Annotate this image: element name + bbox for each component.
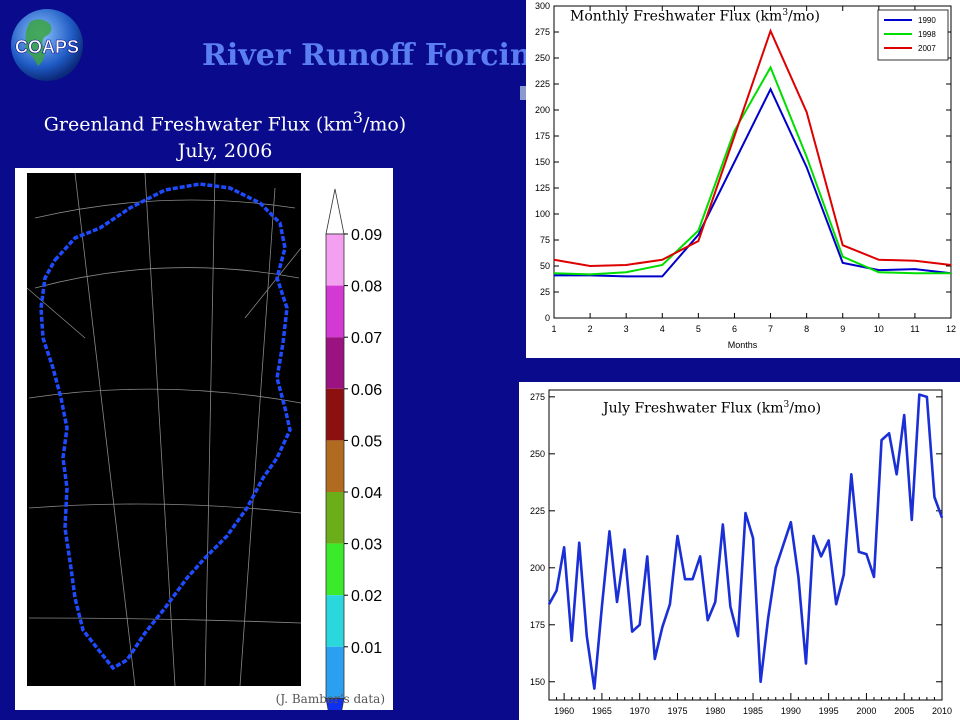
- x-tick-label: 2010: [932, 706, 952, 716]
- july-title-superscript: 3: [783, 400, 790, 410]
- legend-label-1998: 1998: [918, 30, 936, 39]
- y-tick-label: 125: [535, 183, 550, 193]
- map-title-line2: July, 2006: [177, 140, 273, 163]
- x-tick-label: 2005: [894, 706, 914, 716]
- colorbar-segment: [326, 646, 344, 699]
- colorbar-segment: [326, 543, 344, 596]
- colorbar-tick-label: 0.03: [351, 537, 382, 554]
- y-tick-label: 250: [535, 53, 550, 63]
- y-tick-label: 175: [535, 131, 550, 141]
- colorbar-tick-label: 0.01: [351, 640, 382, 657]
- colorbar-segment: [326, 285, 344, 338]
- legend-label-1990: 1990: [918, 16, 936, 25]
- x-tick-label: 1965: [592, 706, 612, 716]
- x-tick-label: 4: [660, 324, 665, 334]
- y-tick-label: 225: [535, 79, 550, 89]
- y-tick-label: 100: [535, 209, 550, 219]
- greenland-map: 0.09 0.08 0.07 0.06 0.05 0.04 0.03 0.02 0.01: [26, 172, 382, 720]
- slide-title: River Runoff Forcin: [202, 38, 532, 73]
- colorbar-over-arrow: [325, 188, 345, 235]
- colorbar-segment: [326, 440, 344, 492]
- x-tick-label: 1: [551, 324, 556, 334]
- title-underline: [520, 86, 528, 100]
- july-chart-title: July Freshwater Flux (km3/mo): [603, 400, 821, 417]
- x-tick-label: 11: [910, 324, 919, 334]
- colorbar-segment: [326, 492, 344, 544]
- x-tick-label: 1970: [630, 706, 650, 716]
- y-tick-label: 50: [540, 261, 550, 271]
- x-tick-label: 2000: [856, 706, 876, 716]
- series-line-2007: [553, 28, 952, 268]
- y-tick-label: 200: [530, 563, 545, 573]
- x-axis-label: Months: [728, 340, 758, 350]
- colorbar-tick-label: 0.04: [351, 485, 382, 502]
- y-tick-label: 150: [535, 157, 550, 167]
- x-tick-label: 10: [874, 324, 884, 334]
- greenland-map-panel: 0.09 0.08 0.07 0.06 0.05 0.04 0.03 0.02 0.01 (J.…: [15, 168, 393, 720]
- y-tick-label: 275: [530, 392, 545, 402]
- series-line-1990: [554, 86, 952, 278]
- map-title: Greenland Freshwater Flux (km3/mo) July,…: [10, 104, 440, 165]
- logo-text: COAPS: [15, 37, 79, 57]
- monthly-title-text: Monthly Freshwater Flux (km: [570, 8, 783, 25]
- y-tick-label: 275: [535, 27, 550, 37]
- y-tick-label: 75: [540, 235, 550, 245]
- continent-shape: [25, 19, 52, 66]
- x-tick-label: 9: [840, 324, 845, 334]
- map-background: [27, 173, 301, 686]
- july-chart: 150 175 200 225 250 275 1960 1965 1970 1975 1980 19…: [530, 389, 952, 716]
- y-tick-label: 175: [530, 620, 545, 630]
- x-tick-label: 7: [768, 324, 773, 334]
- y-tick-label: 225: [530, 506, 545, 516]
- y-tick-label: 250: [530, 449, 545, 459]
- y-tick-label: 0: [545, 313, 550, 323]
- monthly-title-superscript: 3: [782, 8, 789, 18]
- x-tick-label: 5: [696, 324, 701, 334]
- series-line-1998: [553, 65, 951, 276]
- greenland-coastline: [39, 182, 292, 671]
- colorbar-segment: [326, 337, 344, 389]
- colorbar-segment: [326, 234, 344, 286]
- x-tick-label: 1990: [781, 706, 801, 716]
- monthly-chart-title: Monthly Freshwater Flux (km3/mo): [570, 8, 820, 25]
- data-credit: (J. Bamber’s data): [275, 692, 385, 706]
- x-tick-label: 2: [588, 324, 593, 334]
- x-tick-label: 8: [804, 324, 809, 334]
- monthly-title-end: /mo): [788, 8, 820, 25]
- x-tick-label: 3: [624, 324, 629, 334]
- colorbar-tick-label: 0.09: [351, 227, 382, 244]
- x-tick-label: 1980: [705, 706, 725, 716]
- monthly-chart-panel: 0 25 50 75 100 125 150 175 200 225 250 275 300 1 2 3 4 5 6…: [526, 0, 960, 358]
- colorbar-tick-label: 0.05: [351, 433, 382, 450]
- colorbar-tick-label: 0.08: [351, 279, 382, 296]
- y-tick-label: 25: [540, 287, 550, 297]
- legend-label-2007: 2007: [918, 44, 936, 53]
- x-tick-label: 12: [946, 324, 956, 334]
- x-tick-label: 6: [732, 324, 737, 334]
- colorbar-tick-label: 0.07: [351, 330, 382, 347]
- y-tick-label: 300: [535, 1, 550, 11]
- colorbar-tick-label: 0.02: [351, 588, 382, 605]
- july-title-end: /mo): [789, 400, 822, 417]
- colorbar: 0.09 0.08 0.07 0.06 0.05 0.04 0.03 0.02 0.01: [325, 188, 382, 720]
- july-series-line: [547, 393, 944, 690]
- colorbar-frame: [325, 233, 345, 699]
- map-title-line1-end: /mo): [362, 113, 407, 136]
- colorbar-tick-label: 0.06: [351, 382, 382, 399]
- map-title-superscript: 3: [352, 108, 363, 127]
- x-tick-label: 1960: [554, 706, 574, 716]
- july-chart-panel: 150 175 200 225 250 275 1960 1965 1970 1975 1980 19…: [519, 382, 960, 720]
- july-title-text: July Freshwater Flux (km: [603, 400, 784, 417]
- colorbar-segment: [326, 595, 344, 647]
- colorbar-segment: [326, 388, 344, 441]
- x-tick-label: 1985: [743, 706, 763, 716]
- y-tick-label: 150: [530, 677, 545, 687]
- coaps-logo: COAPS: [11, 9, 83, 81]
- x-tick-label: 1975: [667, 706, 687, 716]
- map-title-line1: Greenland Freshwater Flux (km: [43, 113, 353, 136]
- x-tick-label: 1995: [819, 706, 839, 716]
- y-tick-label: 200: [535, 105, 550, 115]
